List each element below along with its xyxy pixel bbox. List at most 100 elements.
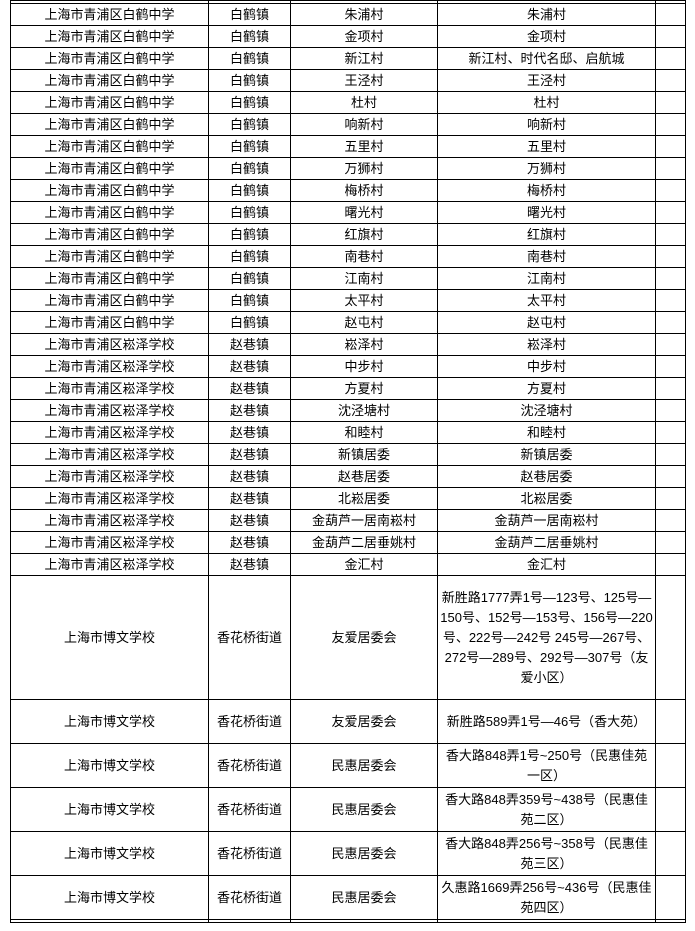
- town-cell: 赵巷镇: [208, 531, 291, 554]
- town-cell: 香花桥街道: [208, 699, 291, 744]
- empty-cell: [655, 875, 686, 920]
- empty-cell: [655, 531, 686, 554]
- committee-cell: 民惠居委会: [290, 831, 438, 876]
- empty-cell: [655, 179, 686, 202]
- town-cell: 白鹤镇: [208, 267, 291, 290]
- committee-cell: 新镇居委: [290, 443, 438, 466]
- assignment-table-body: 上海市青浦区白鹤中学 白鹤镇 朱浦村 朱浦村 上海市青浦区白鹤中学 白鹤镇 金项…: [10, 0, 686, 923]
- committee-cell: 民惠居委会: [290, 787, 438, 832]
- detail-cell: 梅桥村: [437, 179, 656, 202]
- table-row: 上海市青浦区崧泽学校 赵巷镇 和睦村 和睦村: [10, 421, 686, 444]
- school-cell: 上海市青浦区白鹤中学: [10, 245, 209, 268]
- town-cell: 赵巷镇: [208, 399, 291, 422]
- school-cell: 上海市青浦区崧泽学校: [10, 509, 209, 532]
- town-cell: 赵巷镇: [208, 355, 291, 378]
- detail-cell: 江南村: [437, 267, 656, 290]
- school-cell: 上海市博文学校: [10, 575, 209, 700]
- table-row: 上海市青浦区崧泽学校 赵巷镇 中步村 中步村: [10, 355, 686, 378]
- town-cell: 白鹤镇: [208, 25, 291, 48]
- detail-cell: 新胜路589弄1号—46号（香大苑）: [437, 699, 656, 744]
- detail-cell: 金葫芦二居垂姚村: [437, 531, 656, 554]
- detail-cell: 中步村: [437, 355, 656, 378]
- empty-cell: [655, 69, 686, 92]
- town-cell: 白鹤镇: [208, 289, 291, 312]
- detail-cell: 香大路848弄359号~438号（民惠佳苑二区）: [437, 787, 656, 832]
- detail-cell: 杜村: [437, 91, 656, 114]
- table-row: 上海市青浦区白鹤中学 白鹤镇 响新村 响新村: [10, 113, 686, 136]
- committee-cell: 王泾村: [290, 69, 438, 92]
- empty-cell: [655, 267, 686, 290]
- committee-cell: 南巷村: [290, 245, 438, 268]
- table-row: 上海市青浦区崧泽学校 赵巷镇 崧泽村 崧泽村: [10, 333, 686, 356]
- school-cell: 上海市青浦区白鹤中学: [10, 157, 209, 180]
- empty-cell: [655, 135, 686, 158]
- school-cell: 上海市青浦区崧泽学校: [10, 377, 209, 400]
- school-cell: 上海市青浦区白鹤中学: [10, 25, 209, 48]
- committee-cell: 中步村: [290, 355, 438, 378]
- empty-cell: [655, 377, 686, 400]
- committee-cell: 响新村: [290, 113, 438, 136]
- school-cell: 上海市青浦区崧泽学校: [10, 531, 209, 554]
- town-cell: 赵巷镇: [208, 553, 291, 576]
- detail-cell: 赵巷居委: [437, 465, 656, 488]
- table-row: 上海市青浦区白鹤中学 白鹤镇 红旗村 红旗村: [10, 223, 686, 246]
- school-cell: 上海市青浦区崧泽学校: [10, 553, 209, 576]
- town-cell: 香花桥街道: [208, 575, 291, 700]
- school-cell: 上海市青浦区白鹤中学: [10, 47, 209, 70]
- detail-cell: 金项村: [437, 25, 656, 48]
- table-row: 上海市博文学校 香花桥街道 民惠居委会 香大路848弄1号~250号（民惠佳苑一…: [10, 743, 686, 788]
- empty-cell: [655, 421, 686, 444]
- table-row: 上海市博文学校 香花桥街道 友爱居委会 新胜路1777弄1号—123号、125号…: [10, 575, 686, 700]
- empty-cell: [655, 289, 686, 312]
- committee-cell: 赵屯村: [290, 311, 438, 334]
- detail-cell: 南巷村: [437, 245, 656, 268]
- detail-cell: 久惠路1669弄256号~436号（民惠佳苑四区）: [437, 875, 656, 920]
- table-row: 上海市青浦区白鹤中学 白鹤镇 江南村 江南村: [10, 267, 686, 290]
- committee-cell: 杜村: [290, 91, 438, 114]
- school-cell: 上海市青浦区白鹤中学: [10, 3, 209, 26]
- empty-cell: [655, 743, 686, 788]
- table-row: 上海市青浦区崧泽学校 赵巷镇 沈泾塘村 沈泾塘村: [10, 399, 686, 422]
- detail-cell: 红旗村: [437, 223, 656, 246]
- town-cell: 香花桥街道: [208, 743, 291, 788]
- school-district-assignment-table: 上海市青浦区白鹤中学 白鹤镇 朱浦村 朱浦村 上海市青浦区白鹤中学 白鹤镇 金项…: [10, 0, 686, 923]
- table-row: 上海市青浦区崧泽学校 赵巷镇 金葫芦一居南崧村 金葫芦一居南崧村: [10, 509, 686, 532]
- detail-cell: 香大路848弄256号~358号（民惠佳苑三区）: [437, 831, 656, 876]
- committee-cell: 梅桥村: [290, 179, 438, 202]
- table-row: 上海市青浦区崧泽学校 赵巷镇 北崧居委 北崧居委: [10, 487, 686, 510]
- detail-cell: 万狮村: [437, 157, 656, 180]
- empty-cell: [655, 553, 686, 576]
- town-cell: 赵巷镇: [208, 487, 291, 510]
- empty-cell: [655, 919, 686, 923]
- town-cell: 白鹤镇: [208, 245, 291, 268]
- committee-cell: 红旗村: [290, 223, 438, 246]
- table-row: 上海市博文学校 香花桥街道 友爱居委会 新胜路589弄1号—46号（香大苑）: [10, 699, 686, 744]
- town-cell: 赵巷镇: [208, 333, 291, 356]
- table-row: 上海市青浦区白鹤中学 白鹤镇 新江村 新江村、时代名邸、启航城: [10, 47, 686, 70]
- school-cell: 上海市青浦区崧泽学校: [10, 355, 209, 378]
- committee-cell: 北崧居委: [290, 487, 438, 510]
- town-cell: 白鹤镇: [208, 69, 291, 92]
- school-cell: 上海市青浦区白鹤中学: [10, 69, 209, 92]
- school-cell: 上海市青浦区白鹤中学: [10, 201, 209, 224]
- school-cell: 上海市青浦区白鹤中学: [10, 113, 209, 136]
- detail-cell: 新江村、时代名邸、启航城: [437, 47, 656, 70]
- table-row: 上海市青浦区白鹤中学 白鹤镇 赵屯村 赵屯村: [10, 311, 686, 334]
- committee-cell: 和睦村: [290, 421, 438, 444]
- town-cell: 白鹤镇: [208, 157, 291, 180]
- table-row: 上海市青浦区白鹤中学 白鹤镇 太平村 太平村: [10, 289, 686, 312]
- table-row: 上海市青浦区白鹤中学 白鹤镇 南巷村 南巷村: [10, 245, 686, 268]
- school-cell: 上海市青浦区白鹤中学: [10, 223, 209, 246]
- detail-cell: 香大路848弄1号~250号（民惠佳苑一区）: [437, 743, 656, 788]
- town-cell: 赵巷镇: [208, 421, 291, 444]
- town-cell: 香花桥街道: [208, 787, 291, 832]
- committee-cell: 万狮村: [290, 157, 438, 180]
- committee-cell: 赵巷居委: [290, 465, 438, 488]
- school-cell: 上海市青浦区崧泽学校: [10, 443, 209, 466]
- school-cell: 上海市青浦区崧泽学校: [10, 487, 209, 510]
- town-cell: 白鹤镇: [208, 223, 291, 246]
- school-cell: 上海市青浦区崧泽学校: [10, 399, 209, 422]
- school-cell: 上海市青浦区崧泽学校: [10, 333, 209, 356]
- empty-cell: [655, 333, 686, 356]
